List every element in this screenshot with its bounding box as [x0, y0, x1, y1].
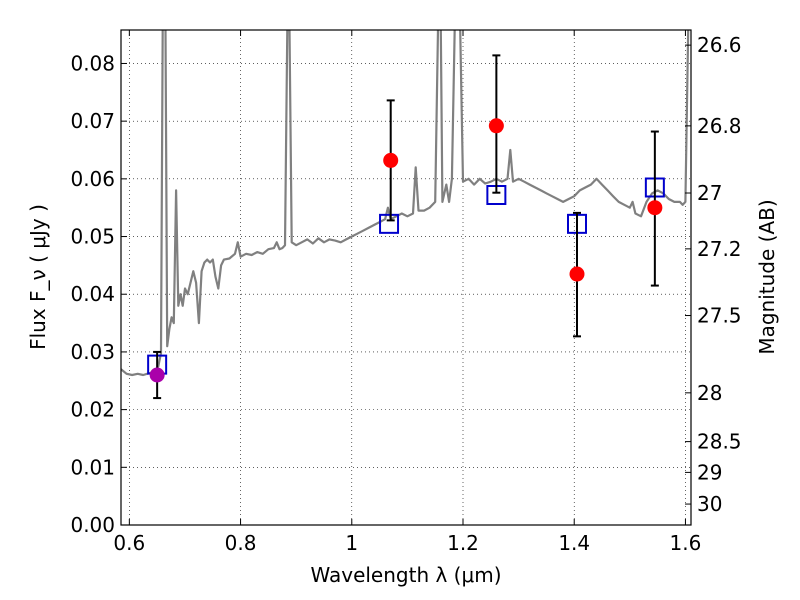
observed-flux-point [569, 266, 585, 282]
right-tick-label: 27.2 [697, 237, 742, 261]
observed-flux-point [149, 367, 165, 383]
y-tick-label: 0.05 [70, 225, 115, 249]
y-axis-right-label: Magnitude (AB) [755, 199, 779, 354]
y-tick-label: 0.07 [70, 109, 115, 133]
x-tick-label: 0.8 [225, 531, 257, 555]
right-tick-label: 26.6 [697, 33, 742, 57]
x-tick-label: 1.2 [447, 531, 479, 555]
markers [147, 54, 665, 400]
right-tick-label: 28 [697, 381, 722, 405]
x-tick-label: 1 [345, 531, 358, 555]
y-axis-label: Flux F_ν ( μJy ) [26, 204, 50, 350]
right-tick-label: 28.5 [697, 430, 742, 454]
model-square-marker [379, 213, 400, 234]
y-tick-label: 0.06 [70, 167, 115, 191]
observed-flux-point [488, 118, 504, 134]
right-tick-label: 30 [697, 492, 722, 516]
y-tick-label: 0.04 [70, 282, 115, 306]
right-tick-label: 29 [697, 460, 722, 484]
y-tick-label: 0.08 [70, 51, 115, 75]
ticks: 0.6 0.8 1 1.2 1.4 1.6 0.00 0.01 0.02 0.03 0.04 0.05… [70, 30, 742, 555]
observed-flux-point [647, 200, 663, 216]
plot-area [121, 30, 690, 377]
right-tick-label: 27 [697, 181, 722, 205]
x-axis-label: Wavelength λ (μm) [310, 563, 501, 587]
observed-flux-point [383, 152, 399, 168]
y-tick-label: 0.02 [70, 398, 115, 422]
y-tick-label: 0.00 [70, 513, 115, 537]
sed-model-line [121, 30, 690, 377]
x-tick-label: 1.4 [558, 531, 590, 555]
x-tick-label: 0.6 [113, 531, 145, 555]
right-tick-label: 26.8 [697, 114, 742, 138]
y-tick-label: 0.01 [70, 455, 115, 479]
y-tick-label: 0.03 [70, 340, 115, 364]
grid [121, 30, 691, 526]
right-tick-label: 27.5 [697, 304, 742, 328]
plot-frame [120, 29, 692, 526]
x-tick-label: 1.6 [670, 531, 702, 555]
